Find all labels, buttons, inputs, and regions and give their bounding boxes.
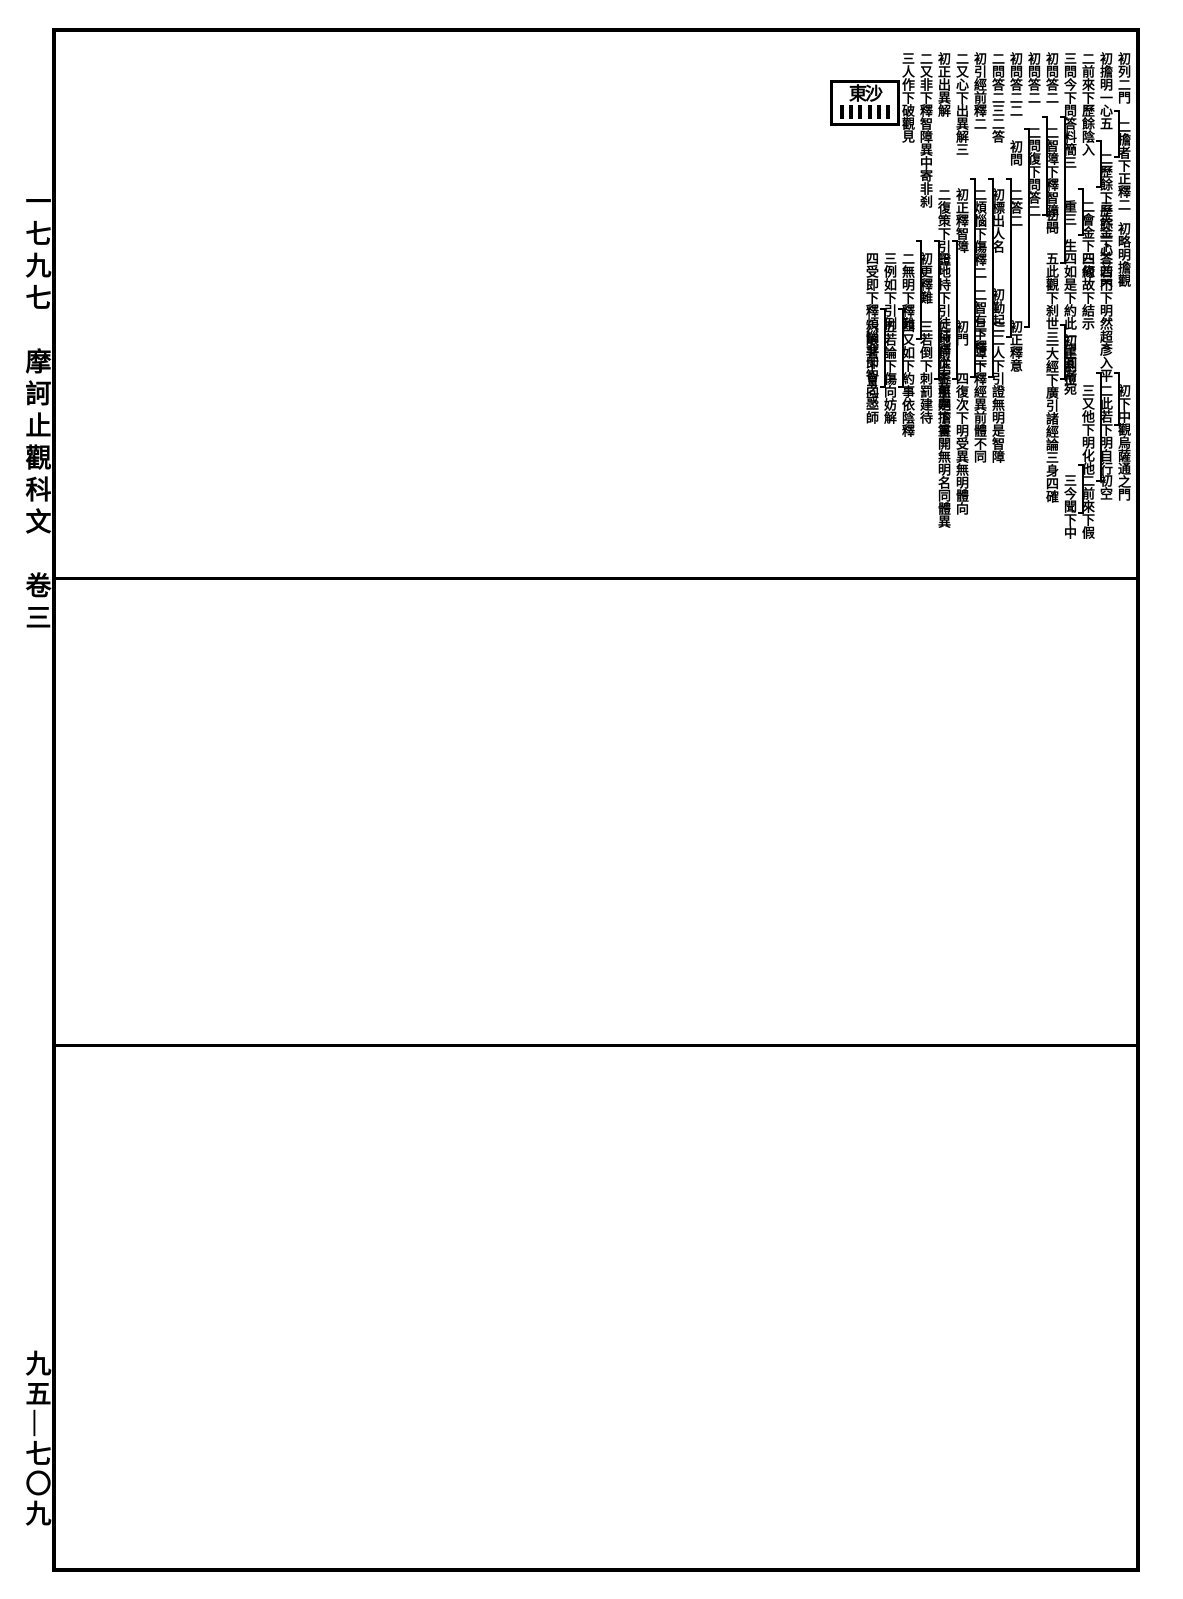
tree-bracket-tick	[1114, 156, 1120, 158]
tree-bracket-tick	[916, 240, 922, 242]
tree-bracket-tick	[970, 178, 976, 180]
tree-column: 六眼著下會向二師	[864, 320, 878, 424]
tree-bracket-tick	[1060, 378, 1066, 380]
tree-bracket-tick	[970, 376, 976, 378]
tree-column: 初問答二	[1026, 52, 1040, 104]
tree-column: 三又他下明化他	[1080, 384, 1094, 475]
tree-bracket-tick	[1114, 372, 1120, 374]
tree-bracket-tick	[1042, 116, 1048, 118]
tree-bracket	[1010, 178, 1012, 338]
tree-bracket-tick	[1042, 214, 1048, 216]
seal-pattern	[833, 105, 897, 119]
row-divider-1	[56, 577, 1136, 580]
tree-bracket-tick	[898, 308, 904, 310]
seal-text: 東沙	[833, 83, 897, 103]
tree-bracket-tick	[1006, 178, 1012, 180]
tree-bracket-tick	[1060, 324, 1066, 326]
tree-column: 二若不下明然超彥入平	[1098, 252, 1112, 382]
tree-bracket	[1100, 372, 1102, 482]
tree-bracket-tick	[952, 378, 958, 380]
tree-bracket	[974, 178, 976, 378]
tree-bracket-tick	[1078, 234, 1084, 236]
tree-bracket-tick	[1096, 140, 1102, 142]
tree-bracket	[1118, 372, 1120, 426]
tree-column: 五此觀下刹世二	[1044, 252, 1058, 343]
tree-bracket-tick	[1096, 480, 1102, 482]
tree-bracket	[992, 178, 994, 378]
tree-bracket-tick	[1024, 128, 1030, 130]
tree-column: 初引經前釋二	[972, 52, 986, 130]
tree-bracket-tick	[880, 308, 886, 310]
tree-bracket-tick	[1114, 110, 1120, 112]
tree-column: 二又非下釋智障異中寄非刹	[918, 52, 932, 208]
tree-bracket	[938, 240, 940, 380]
tree-bracket-tick	[1096, 372, 1102, 374]
tree-bracket-tick	[1096, 186, 1102, 188]
tree-bracket-tick	[898, 386, 904, 388]
tree-bracket-tick	[952, 240, 958, 242]
tree-column: 二前來下歷餘陰入	[1080, 52, 1094, 156]
tree-column: 初問答二二	[1008, 52, 1022, 117]
tree-bracket	[956, 240, 958, 380]
tree-bracket-tick	[934, 378, 940, 380]
tree-bracket	[1118, 110, 1120, 158]
tree-bracket	[1046, 116, 1048, 216]
tree-column: 三何故下結示	[1080, 252, 1094, 330]
seal-stamp: 東沙	[830, 80, 900, 126]
tree-bracket-tick	[1078, 188, 1084, 190]
tree-bracket-tick	[1024, 326, 1030, 328]
tree-bracket	[1064, 116, 1066, 264]
tree-bracket-tick	[880, 386, 886, 388]
tree-column: 三今聞下中	[1062, 474, 1076, 539]
tree-column: 二又心下出異解三	[954, 52, 968, 156]
tree-bracket-tick	[1060, 262, 1066, 264]
tree-column: 四復次下明受異無明體向	[954, 372, 968, 515]
tree-bracket	[1064, 324, 1066, 380]
tree-bracket	[884, 308, 886, 388]
tree-bracket	[1100, 140, 1102, 188]
tree-column: 初擔明一心五	[1098, 52, 1112, 130]
tree-column: 三人作下破觀見	[900, 52, 914, 143]
tree-bracket-tick	[988, 178, 994, 180]
tree-column: 二問答二三二答	[990, 52, 1004, 143]
tree-bracket	[1082, 188, 1084, 236]
tree-column: 初略明擔觀	[1116, 222, 1130, 287]
tree-bracket	[902, 308, 904, 388]
tree-bracket-tick	[1060, 116, 1066, 118]
tree-bracket-tick	[916, 338, 922, 340]
tree-column: 初問答二	[1044, 52, 1058, 104]
tree-bracket-tick	[1078, 512, 1084, 514]
tree-column: 二大經下廣引諸經論三身四確	[1044, 334, 1058, 503]
tree-bracket	[1028, 128, 1030, 328]
margin-page-number: 九五—七〇九	[18, 1350, 55, 1530]
outline-tree: 東沙 初列二門二擔者下正釋二初擔明一心五二歷餘下歷餘一心二前來下歷餘陰入三問今下…	[256, 40, 1136, 575]
tree-bracket-tick	[1006, 336, 1012, 338]
tree-bracket-tick	[988, 376, 994, 378]
tree-column: 初列二門	[1116, 52, 1130, 104]
tree-bracket-tick	[1114, 424, 1120, 426]
tree-bracket	[1082, 464, 1084, 514]
row-divider-2	[56, 1044, 1136, 1047]
margin-title: 一七九七 摩訶止觀科文 卷三	[18, 188, 55, 636]
tree-bracket-tick	[934, 240, 940, 242]
tree-column: 初問	[1008, 140, 1022, 166]
tree-bracket	[920, 240, 922, 340]
tree-bracket-tick	[1078, 464, 1084, 466]
page-frame: 東沙 初列二門二擔者下正釋二初擔明一心五二歷餘下歷餘一心二前來下歷餘陰入三問今下…	[52, 28, 1140, 1572]
tree-column: 初正出異解	[936, 52, 950, 117]
tree-column: 五無明下重開無明名同體異	[936, 372, 950, 528]
